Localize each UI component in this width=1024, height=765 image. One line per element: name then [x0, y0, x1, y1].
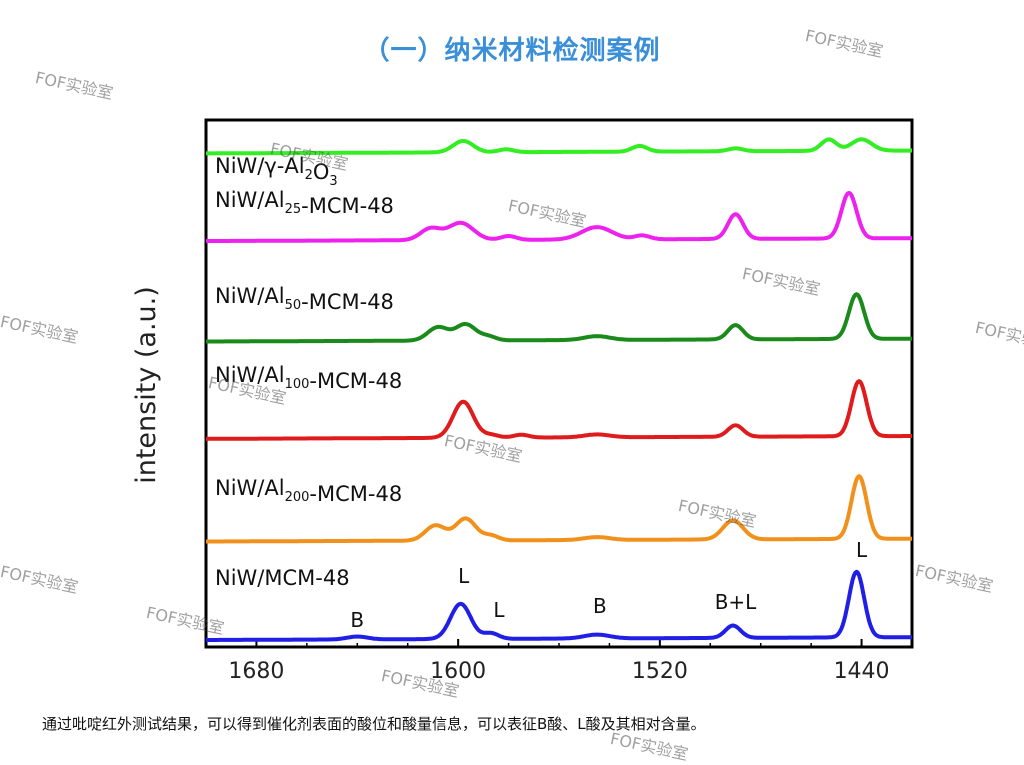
- series-line: [205, 190, 913, 244]
- peak-annotation: L: [856, 538, 868, 562]
- x-tick-label: 1680: [228, 659, 284, 684]
- peak-annotation: L: [493, 598, 505, 622]
- series-label: NiW/Al200-MCM-48: [215, 476, 402, 506]
- page-title: （一）纳米材料检测案例: [363, 36, 661, 66]
- peak-annotation: B: [350, 608, 364, 632]
- peak-annotation: L: [458, 564, 470, 588]
- peak-annotation: B: [593, 594, 607, 618]
- series-line: [205, 137, 913, 156]
- series-label: NiW/Al25-MCM-48: [215, 188, 394, 218]
- caption-text: 通过吡啶红外测试结果，可以得到催化剂表面的酸位和酸量信息，可以表征B酸、L酸及其…: [42, 715, 706, 733]
- x-tick-label: 1600: [430, 659, 486, 684]
- series-line: [205, 379, 913, 441]
- series-label: NiW/MCM-48: [215, 566, 350, 590]
- series-line: [205, 292, 913, 344]
- series-label: NiW/Al100-MCM-48: [215, 363, 402, 393]
- x-tick-label: 1440: [834, 659, 890, 684]
- series-line: [205, 474, 913, 544]
- series-line: [205, 569, 913, 642]
- y-axis-label: intensity (a.u.): [131, 286, 162, 484]
- x-tick-label: 1520: [632, 659, 688, 684]
- series-label: NiW/Al50-MCM-48: [215, 284, 394, 314]
- peak-annotation: B+L: [715, 590, 757, 614]
- series-label: NiW/γ-Al2O3: [215, 154, 338, 189]
- ir-spectra-chart: 1680 1600 1520 1440 NiW/γ-Al2O3NiW/Al25-MCM…: [131, 118, 914, 684]
